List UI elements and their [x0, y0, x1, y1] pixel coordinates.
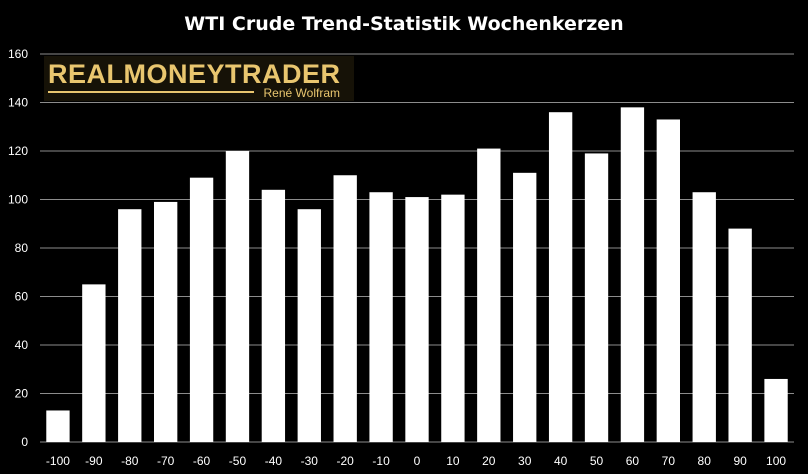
x-tick-label: -10: [372, 454, 390, 468]
bar-0: [405, 197, 429, 442]
x-tick-label: -60: [193, 454, 211, 468]
bar--70: [153, 201, 178, 442]
y-tick-label: 80: [15, 241, 29, 255]
y-tick-label: 60: [15, 290, 29, 304]
bars: [46, 107, 788, 443]
logo-subtext: René Wolfram: [264, 86, 340, 100]
x-tick-label: -20: [337, 454, 355, 468]
bar--60: [189, 177, 214, 443]
bar--30: [297, 209, 321, 442]
bar-80: [692, 192, 716, 442]
x-tick-label: 20: [482, 454, 496, 468]
x-tick-label: 40: [554, 454, 568, 468]
y-tick-label: 160: [8, 47, 28, 61]
x-tick-label: -40: [265, 454, 283, 468]
x-tick-label: 70: [662, 454, 676, 468]
bar-50: [584, 153, 609, 443]
bar-70: [656, 119, 681, 442]
y-tick-label: 140: [8, 96, 28, 110]
x-tick-label: 90: [733, 454, 747, 468]
bar-100: [764, 378, 788, 442]
x-tick-label: -90: [85, 454, 103, 468]
y-tick-label: 120: [8, 144, 28, 158]
x-tick-label: 10: [446, 454, 460, 468]
x-tick-label: 100: [766, 454, 786, 468]
bar--100: [46, 410, 70, 442]
bar-60: [620, 107, 645, 442]
y-tick-label: 100: [8, 193, 28, 207]
x-tick-label: -70: [157, 454, 175, 468]
bar-10: [441, 194, 465, 442]
logo: REALMONEYTRADER René Wolfram: [44, 56, 354, 101]
x-tick-label: 0: [414, 454, 421, 468]
x-tick-label: -50: [229, 454, 247, 468]
x-tick-label: 50: [590, 454, 604, 468]
x-tick-label: -30: [301, 454, 319, 468]
bar--80: [118, 209, 142, 442]
bar-20: [477, 148, 501, 442]
bar--20: [333, 175, 357, 442]
logo-text: REALMONEYTRADER: [48, 59, 341, 89]
x-tick-label: -80: [121, 454, 139, 468]
bar-30: [513, 172, 537, 442]
x-tick-label: -100: [46, 454, 70, 468]
chart-title: WTI Crude Trend-Statistik Wochenkerzen: [184, 13, 623, 35]
bar--90: [82, 284, 106, 442]
x-tick-label: 60: [626, 454, 640, 468]
x-tick-label: 30: [518, 454, 532, 468]
bar-90: [728, 228, 752, 442]
y-tick-label: 0: [21, 435, 28, 449]
bar--50: [225, 151, 250, 442]
x-axis: -100 -90 -80 -70 -60 -50 -40 -30 -20 -10 0 10 20 30 40…: [46, 454, 786, 468]
y-axis: 0 20 40 60 80 100 120 140 160: [8, 47, 28, 449]
x-tick-label: 80: [698, 454, 712, 468]
y-tick-label: 40: [15, 338, 29, 352]
y-tick-label: 20: [15, 387, 29, 401]
bar--40: [261, 189, 286, 442]
bar-40: [548, 112, 573, 442]
logo-background: [44, 56, 354, 101]
bar--10: [369, 192, 393, 442]
